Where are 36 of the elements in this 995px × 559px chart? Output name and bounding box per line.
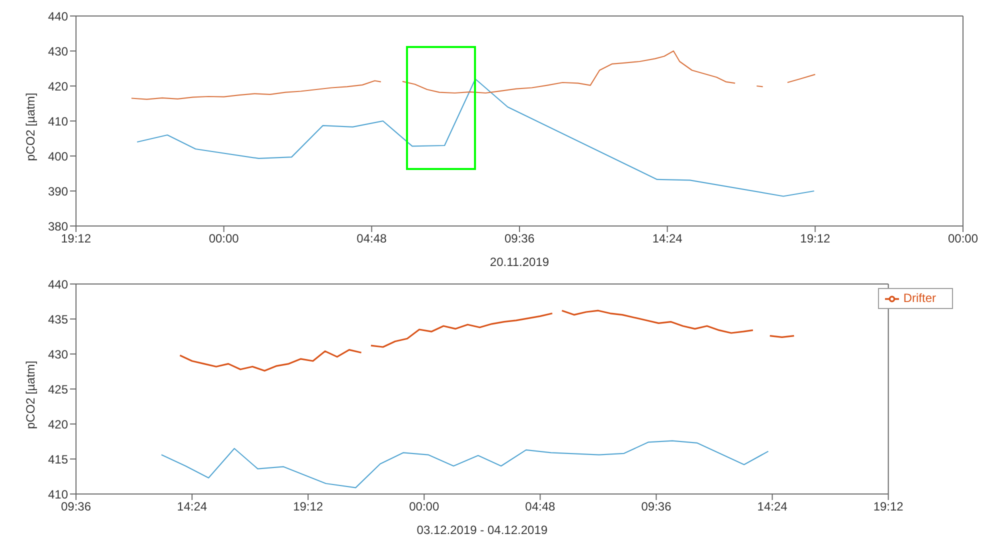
y-tick-label: 410 xyxy=(48,487,68,502)
y-tick-label: 430 xyxy=(48,347,68,362)
x-tick-label: 00:00 xyxy=(948,232,978,246)
y-tick-label: 440 xyxy=(48,9,68,24)
x-tick-label: 04:48 xyxy=(356,232,388,246)
y-tick-label: 390 xyxy=(48,184,68,198)
y-tick-label: 420 xyxy=(48,79,68,94)
x-tick-label: 09:36 xyxy=(504,232,535,246)
y-tick-label: 440 xyxy=(48,277,68,292)
x-tick-label: 00:00 xyxy=(208,232,240,246)
x-tick-label: 00:00 xyxy=(409,500,440,514)
line-series xyxy=(160,440,769,488)
x-tick-label: 19:12 xyxy=(293,500,324,514)
x-axis-title: 03.12.2019 - 04.12.2019 xyxy=(416,523,548,537)
x-axis-title: 20.11.2019 xyxy=(490,255,550,269)
y-tick-label: 415 xyxy=(48,452,68,466)
y-tick-label: 420 xyxy=(48,417,68,432)
x-tick-label: 09:36 xyxy=(641,500,672,514)
x-tick-label: 14:24 xyxy=(177,500,208,514)
x-tick-label: 09:36 xyxy=(60,500,92,514)
x-tick-label: 19:12 xyxy=(800,232,831,246)
x-tick-label: 19:12 xyxy=(60,232,92,246)
y-tick-label: 380 xyxy=(48,219,68,234)
x-tick-label: 04:48 xyxy=(525,500,556,514)
x-tick-label: 14:24 xyxy=(652,232,683,246)
y-tick-label: 430 xyxy=(48,44,68,58)
y-axis-title: pCO2 [µatm] xyxy=(23,360,38,429)
line-series xyxy=(136,78,815,197)
y-axis-title: pCO2 [µatm] xyxy=(23,92,38,161)
x-tick-label: 14:24 xyxy=(757,500,788,514)
y-tick-label: 410 xyxy=(48,114,68,128)
y-tick-label: 425 xyxy=(48,382,68,396)
y-tick-label: 400 xyxy=(48,149,68,164)
legend-label: Drifter xyxy=(903,291,936,305)
x-tick-label: 19:12 xyxy=(873,500,904,514)
y-tick-label: 435 xyxy=(48,312,68,326)
